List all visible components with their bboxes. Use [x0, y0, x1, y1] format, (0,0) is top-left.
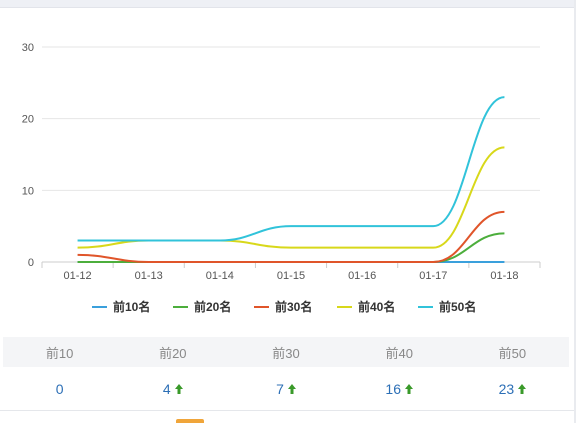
stats-cell-top30: 7	[229, 367, 342, 411]
stats-value-top40: 16	[385, 381, 401, 397]
stats-value-top50: 23	[498, 381, 515, 397]
stats-cell-top20: 4	[116, 367, 229, 411]
y-tick-label: 20	[22, 114, 34, 126]
stats-table: 前10 前20 前30 前40 前50 0 4 7 16 23	[3, 337, 569, 411]
legend-layer: 前10名 前20名 前30名 前40名 前50名	[92, 299, 476, 314]
x-tick-label: 01-13	[135, 270, 163, 282]
bottom-tab-indicator[interactable]	[176, 419, 204, 423]
stats-value-row: 0 4 7 16 23	[3, 367, 569, 411]
legend-label: 前10名	[113, 299, 150, 314]
y-tick-label: 30	[22, 42, 34, 54]
x-tick-label: 01-16	[348, 270, 376, 282]
stats-value-top20: 4	[162, 381, 171, 397]
x-tick-label: 01-15	[277, 270, 305, 282]
series-layer	[77, 96, 505, 264]
up-arrow-icon	[174, 384, 183, 394]
stats-header-top10: 前10	[45, 345, 74, 361]
series-line-3	[77, 210, 505, 264]
stats-header-top20: 前20	[159, 345, 187, 361]
x-tick-label: 01-17	[419, 270, 447, 282]
legend-label: 前40名	[358, 299, 395, 314]
series-line-5	[77, 96, 505, 242]
stats-value-top10: 0	[55, 381, 64, 397]
stats-header-top40: 前40	[385, 345, 413, 361]
x-tick-label: 01-14	[206, 270, 234, 282]
stats-cell-top40: 16	[343, 367, 456, 411]
stats-value-top30: 7	[276, 381, 284, 397]
stats-header-top30: 前30	[272, 345, 300, 361]
legend-label: 前20名	[194, 299, 231, 314]
top-band	[0, 0, 576, 8]
series-line-4	[77, 146, 505, 249]
y-tick-label: 0	[28, 257, 34, 269]
grid-layer	[42, 46, 540, 191]
x-tick-label: 01-18	[490, 270, 518, 282]
stats-cell-top50: 23	[456, 367, 569, 411]
x-tick-label: 01-12	[64, 270, 92, 282]
legend-label: 前50名	[439, 299, 476, 314]
stats-header-row: 前10 前20 前30 前40 前50	[3, 337, 569, 367]
up-arrow-icon	[518, 384, 527, 394]
up-arrow-icon	[405, 384, 413, 394]
legend-label: 前30名	[275, 299, 312, 314]
right-edge	[574, 0, 576, 423]
up-arrow-icon	[287, 384, 296, 394]
y-tick-label: 10	[22, 185, 34, 197]
bottom-divider	[0, 410, 574, 411]
line-chart: 0 10 20 30 01-12 01-13 01-14 01-15 01-16 01-17 01-…	[22, 42, 541, 314]
stats-cell-top10: 0	[3, 367, 116, 411]
stats-header-top50: 前50	[498, 345, 527, 361]
